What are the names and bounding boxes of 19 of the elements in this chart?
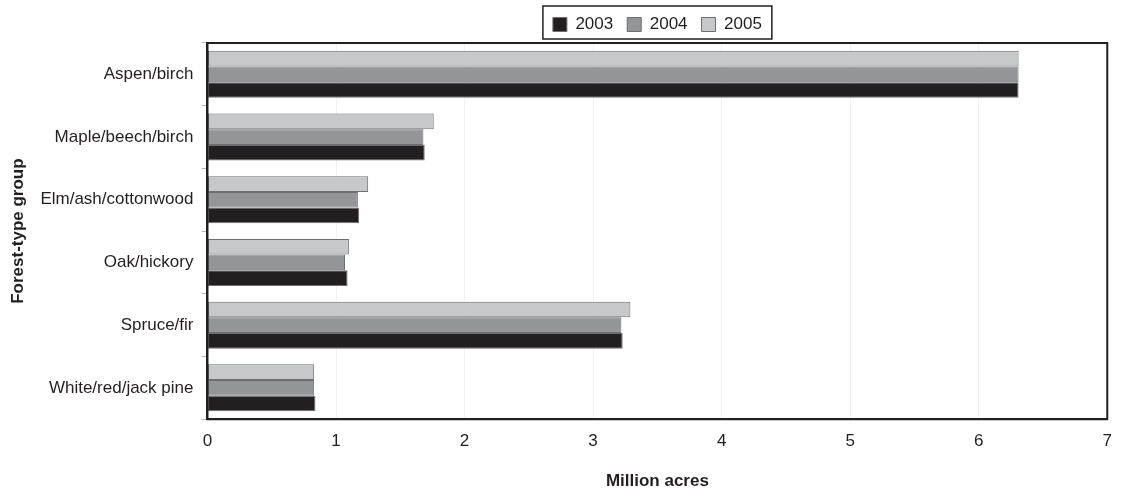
x-tick-label: 5 (845, 431, 855, 451)
y-tick-label: Spruce/fir (120, 314, 194, 334)
y-axis-title: Forest-type group (7, 158, 27, 304)
y-tick-label: Maple/beech/birch (54, 126, 194, 146)
y-tick-label: Oak/hickory (103, 252, 194, 272)
legend-label: 2003 (575, 14, 614, 34)
x-tick-label: 0 (202, 431, 213, 451)
x-tick-label: 3 (588, 431, 598, 451)
x-tick-label: 2 (459, 431, 470, 451)
x-tick-label: 1 (331, 431, 341, 451)
y-tick-label: Elm/ash/cottonwood (40, 189, 194, 209)
legend-label: 2004 (649, 14, 688, 34)
x-axis-title: Million acres (605, 471, 709, 491)
y-tick-label: White/red/jack pine (48, 377, 194, 397)
y-tick-label: Aspen/birch (103, 64, 194, 84)
x-tick-label: 6 (974, 431, 984, 451)
x-tick-label: 4 (716, 431, 727, 451)
x-tick-label: 7 (1102, 431, 1113, 451)
legend-label: 2005 (724, 14, 762, 34)
